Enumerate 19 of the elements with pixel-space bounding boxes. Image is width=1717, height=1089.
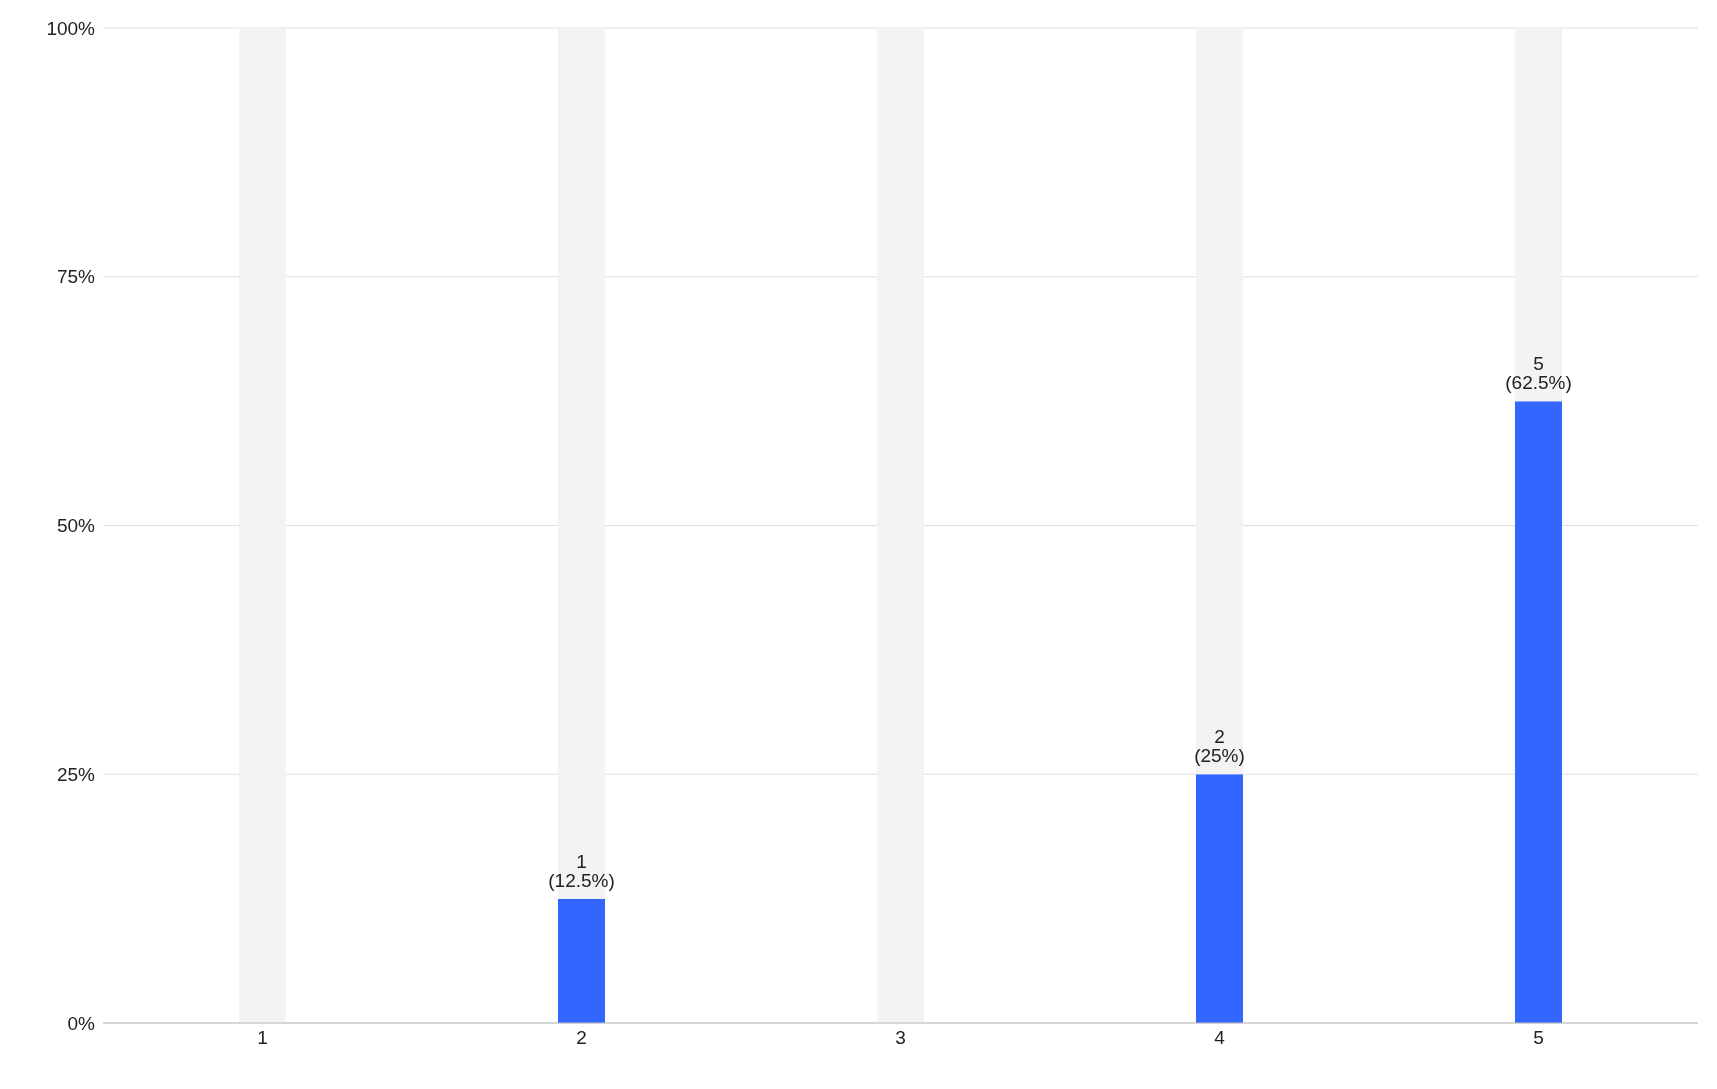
bar	[1196, 28, 1243, 775]
bar	[558, 898, 605, 1023]
bar	[1196, 774, 1243, 1023]
y-tick-label: 75%	[56, 266, 96, 288]
y-tick-label: 25%	[56, 763, 96, 785]
x-tick-label: 2	[576, 1027, 587, 1049]
x-tick-label: 5	[1533, 1027, 1544, 1049]
y-tick-label: 50%	[56, 515, 96, 537]
y-tick-label: 0%	[67, 1012, 96, 1034]
data-label: 1 (12.5%)	[548, 850, 615, 891]
bar	[239, 28, 286, 1023]
x-tick-label: 4	[1214, 1027, 1226, 1049]
data-label: 2 (25%)	[1194, 726, 1245, 767]
data-label: 5 (62.5%)	[1505, 353, 1572, 394]
y-tick-label: 100%	[46, 17, 96, 39]
x-tick-label: 3	[895, 1027, 906, 1049]
bar	[877, 28, 924, 1023]
bar	[1515, 401, 1562, 1023]
x-tick-label: 1	[257, 1027, 268, 1049]
